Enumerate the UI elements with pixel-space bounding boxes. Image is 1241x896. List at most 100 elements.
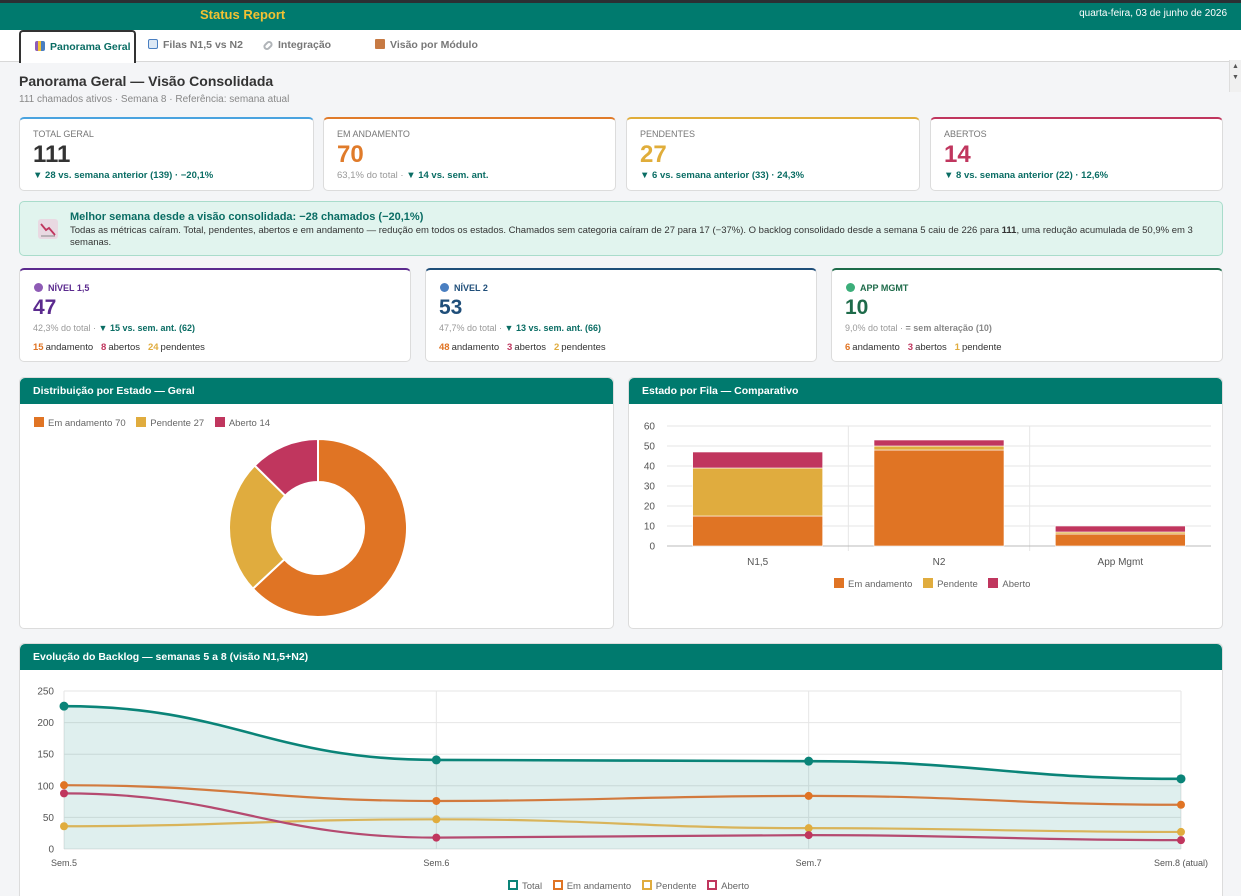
point-em-andamento <box>432 796 441 805</box>
banner-heading: Melhor semana desde a visão consolidada:… <box>70 211 424 223</box>
queue-card-n2: Nível 2 53 47,7% do total · ▼ 13 vs. sem… <box>425 268 817 362</box>
donut-slice-aberto <box>253 437 319 498</box>
line-legend: Total Em andamento Pendente Aberto <box>508 880 757 892</box>
point-pendente <box>60 822 68 831</box>
panel-evolucao: Evolução do Backlog — semanas 5 a 8 (vis… <box>19 643 1223 896</box>
bar-em-andamento <box>873 449 1005 547</box>
legend-swatch <box>508 880 518 890</box>
queue-card-app-mgmt: App Mgmt 10 9,0% do total · = sem altera… <box>831 268 1223 362</box>
tab-label: Filas N1,5 vs N2 <box>163 39 243 51</box>
package-icon <box>375 39 385 49</box>
kpi-label: Total geral <box>33 129 94 139</box>
count-andamento: 48 <box>439 342 450 353</box>
kpi-delta-text: ▼ 8 vs. semana anterior (22) · 12,6% <box>944 170 1109 181</box>
label-pendentes: pendentes <box>561 342 606 353</box>
kpi-value: 111 <box>33 141 71 168</box>
label-pendentes: pendente <box>961 342 1002 353</box>
legend-label: Em andamento 70 <box>48 418 126 429</box>
count-pendentes: 24 <box>147 342 159 353</box>
kpi-abertos: Abertos 14 ▼ 8 vs. semana anterior (22) … <box>930 117 1223 191</box>
link-icon <box>261 39 275 52</box>
scroll-up-icon[interactable]: ▲ <box>1232 63 1239 70</box>
legend-label: Total <box>522 881 543 892</box>
queue-delta: ▼ 15 vs. sem. ant. (62) <box>98 323 195 333</box>
x-tick-label: N1,5 <box>747 557 769 568</box>
kpi-delta-text: ▼ 28 vs. semana anterior (139) · −20,1% <box>33 170 214 181</box>
legend-label: Aberto <box>1002 579 1031 590</box>
kpi-label: Em andamento <box>337 129 410 139</box>
legend-item: Total <box>508 880 543 892</box>
page-subtitle: 111 chamados ativos · Semana 8 · Referên… <box>19 94 290 105</box>
queue-card-n15: Nível 1,5 47 42,3% do total · ▼ 15 vs. s… <box>19 268 411 362</box>
tab-panorama-geral[interactable]: Panorama Geral <box>19 30 136 63</box>
kpi-share: 63,1% do total · <box>337 170 407 181</box>
y-tick-label: 0 <box>649 542 655 553</box>
legend-swatch <box>641 880 652 890</box>
point-total <box>431 755 441 765</box>
legend-swatch <box>214 417 225 427</box>
count-pendentes: 2 <box>553 342 560 353</box>
queue-breakdown: 6 andamento 3 abertos 1 pendente <box>845 342 1002 353</box>
kpi-value: 27 <box>640 141 667 168</box>
kpi-delta-text: ▼ 14 vs. sem. ant. <box>406 170 489 181</box>
app-title: Status Report <box>200 7 286 22</box>
queue-sub: 47,7% do total · ▼ 13 vs. sem. ant. (66) <box>439 323 601 333</box>
line-em-andamento <box>63 784 1182 806</box>
line-aberto <box>63 792 1182 842</box>
label-andamento: andamento <box>451 342 500 353</box>
x-tick-label: Sem.8 (atual) <box>1154 858 1208 868</box>
legend-swatch <box>34 417 44 427</box>
x-tick-label: Sem.7 <box>796 858 822 868</box>
x-tick-label: N2 <box>933 557 946 568</box>
legend-item: Pendente <box>923 578 978 590</box>
panel-title: Evolução do Backlog — semanas 5 a 8 (vis… <box>20 644 1222 670</box>
kpi-total-geral: Total geral 111 ▼ 28 vs. semana anterior… <box>19 117 314 191</box>
tab-bar: Panorama Geral Filas N1,5 vs N2 Integraç… <box>0 30 1241 92</box>
banner-text: Todas as métricas caíram. Total, pendent… <box>70 225 1200 249</box>
kpi-label: Abertos <box>944 129 987 139</box>
y-tick-label: 50 <box>43 813 55 824</box>
queue-breakdown: 15 andamento 8 abertos 24 pendentes <box>33 342 205 353</box>
point-em-andamento <box>804 791 813 800</box>
label-abertos: abertos <box>514 342 547 353</box>
page-title: Panorama Geral — Visão Consolidada <box>19 73 274 89</box>
bar-em-andamento <box>1055 533 1186 547</box>
tab-filas[interactable]: Filas N1,5 vs N2 <box>134 30 249 62</box>
point-pendente <box>432 815 441 824</box>
tab-integracao[interactable]: Integração <box>249 30 349 62</box>
queue-value: 47 <box>33 296 57 319</box>
scrollbar[interactable]: ▲ ▼ <box>1229 60 1241 92</box>
bar-legend: Em andamento Pendente Aberto <box>834 578 1038 590</box>
tab-visao-modulo[interactable]: Visão por Módulo <box>361 30 491 62</box>
legend-label: Em andamento <box>848 579 913 590</box>
legend-label: Pendente <box>655 881 697 892</box>
panel-title: Distribuição por Estado — Geral <box>20 378 613 404</box>
scroll-down-icon[interactable]: ▼ <box>1232 74 1239 81</box>
kpi-delta: ▼ 6 vs. semana anterior (33) · 24,3% <box>640 170 804 181</box>
tab-label: Integração <box>278 39 332 51</box>
line-chart: 0 50 100 150 200 250 Sem.5 Sem.6 Sem.7 Sem.8 (atu… <box>37 687 1208 869</box>
label-andamento: andamento <box>852 342 900 353</box>
legend-item: Em andamento <box>834 578 913 590</box>
y-tick-label: 150 <box>37 750 54 761</box>
x-tick-label: App Mgmt <box>1098 557 1144 568</box>
queue-value: 53 <box>439 296 463 319</box>
legend-item: Em andamento <box>552 880 631 892</box>
legend-swatch <box>834 578 844 588</box>
count-abertos: 3 <box>907 342 914 353</box>
queue-label: Nível 2 <box>440 283 488 293</box>
banner-text-bold: 111 <box>1001 225 1017 236</box>
legend-swatch <box>552 880 563 890</box>
kpi-pendentes: Pendentes 27 ▼ 6 vs. semana anterior (33… <box>626 117 920 191</box>
queue-breakdown: 48 andamento 3 abertos 2 pendentes <box>439 342 606 353</box>
count-pendentes: 1 <box>954 342 960 353</box>
dot-icon <box>846 283 855 292</box>
legend-item: Aberto <box>988 578 1031 590</box>
point-aberto <box>432 833 441 842</box>
legend-label: Pendente <box>937 579 978 590</box>
queue-label: App Mgmt <box>846 283 908 293</box>
point-total <box>59 701 69 711</box>
kpi-delta: 63,1% do total · ▼ 14 vs. sem. ant. <box>337 170 488 181</box>
point-em-andamento <box>60 781 68 790</box>
label-abertos: abertos <box>915 342 947 353</box>
